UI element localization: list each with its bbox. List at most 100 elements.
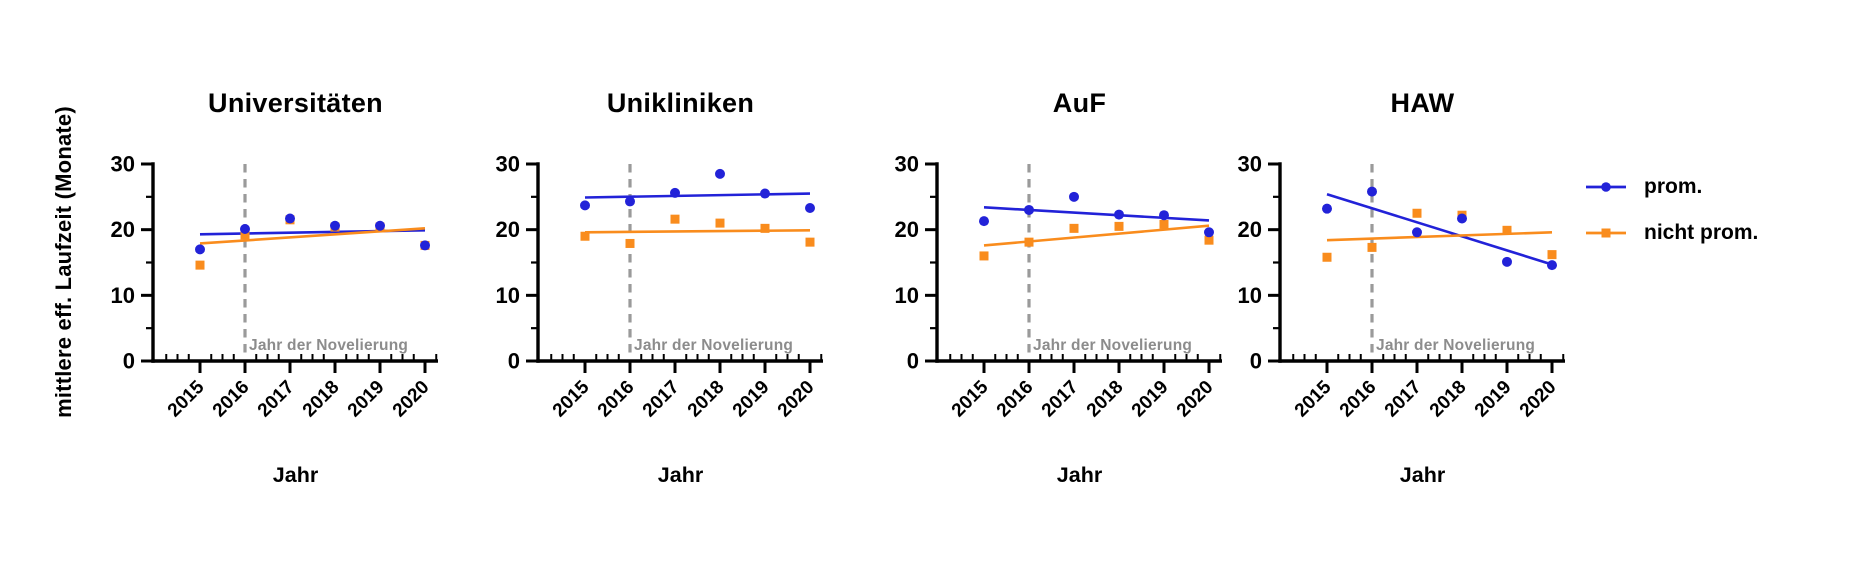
data-point-prom [625, 196, 635, 207]
data-point-prom [670, 187, 680, 198]
data-point-prom [1114, 209, 1124, 220]
x-axis-label: Jahr [272, 463, 319, 487]
data-point-prom [760, 188, 770, 199]
data-point-nicht-prom [1024, 237, 1034, 247]
y-axis-label: mittlere eff. Laufzeit (Monate) [51, 106, 76, 418]
y-tick-label: 10 [496, 283, 520, 308]
vline-annotation: Jahr der Novelierung [249, 337, 409, 354]
legend-item-nicht-prom: nicht prom. [1584, 221, 1758, 245]
data-point-nicht-prom [1412, 208, 1422, 218]
x-tick-label: 2015 [948, 376, 993, 421]
x-tick-label: 2018 [1426, 377, 1471, 422]
data-point-prom [1204, 227, 1214, 238]
x-tick-label: 2015 [549, 376, 594, 421]
data-point-prom [1547, 260, 1557, 271]
data-point-prom [330, 220, 340, 231]
y-tick-label: 20 [1238, 217, 1262, 242]
legend: prom. nicht prom. [1584, 175, 1758, 267]
x-tick-label: 2018 [684, 377, 729, 422]
data-point-nicht-prom [760, 223, 770, 233]
x-tick-label: 2016 [993, 377, 1038, 422]
legend-label-prom: prom. [1644, 175, 1703, 198]
data-point-prom [979, 216, 989, 227]
data-point-nicht-prom [1322, 252, 1332, 262]
data-point-prom [805, 202, 815, 213]
y-tick-label: 10 [895, 283, 919, 308]
legend-item-prom: prom. [1584, 175, 1758, 199]
y-tick-label: 20 [111, 217, 135, 242]
data-point-nicht-prom [625, 238, 635, 248]
x-tick-label: 2017 [639, 377, 684, 422]
x-tick-label: 2020 [389, 377, 434, 422]
x-tick-label: 2017 [1038, 377, 1083, 422]
vline-annotation: Jahr der Novelierung [1033, 337, 1193, 354]
y-tick-label: 30 [111, 152, 135, 177]
data-point-prom [1159, 210, 1169, 221]
data-point-nicht-prom [580, 231, 590, 241]
x-tick-label: 2020 [1516, 377, 1561, 422]
x-tick-label: 2019 [729, 377, 774, 422]
data-point-prom [1457, 213, 1467, 224]
data-point-prom [1024, 204, 1034, 215]
y-tick-label: 0 [508, 349, 520, 374]
data-point-prom [1367, 186, 1377, 197]
x-tick-label: 2018 [299, 377, 344, 422]
trend-line-nicht-prom [1326, 230, 1553, 242]
data-point-nicht-prom [715, 218, 725, 228]
y-tick-label: 10 [111, 283, 135, 308]
legend-marker [1601, 182, 1611, 192]
data-point-prom [1322, 203, 1332, 214]
y-tick-label: 0 [1250, 349, 1262, 374]
data-point-nicht-prom [1114, 221, 1124, 231]
data-point-nicht-prom [1069, 223, 1079, 233]
vline-annotation: Jahr der Novelierung [1376, 337, 1536, 354]
data-point-prom [1069, 191, 1079, 202]
x-tick-label: 2017 [1381, 377, 1426, 422]
data-point-nicht-prom [240, 230, 250, 240]
vline-annotation: Jahr der Novelierung [634, 337, 794, 354]
data-point-prom [195, 244, 205, 255]
data-point-nicht-prom [1159, 219, 1169, 229]
data-point-prom [1502, 256, 1512, 267]
data-point-prom [375, 220, 385, 231]
x-tick-label: 2018 [1083, 377, 1128, 422]
subplot-3: 0 10 20 30 2015 2016 2017 2018 2019 2020 [1238, 152, 1565, 422]
data-point-prom [715, 168, 725, 179]
subplot-title-universitaeten: Universitäten [208, 88, 383, 118]
nicht-prom-line-marker-icon [1586, 228, 1626, 238]
data-point-nicht-prom [979, 251, 989, 261]
trend-line-prom [1326, 192, 1553, 266]
y-tick-label: 0 [907, 349, 919, 374]
subplot-title-auf: AuF [1052, 88, 1107, 118]
x-tick-label: 2019 [1471, 377, 1516, 422]
x-axis-label: Jahr [1056, 463, 1103, 487]
trend-line-nicht-prom [983, 224, 1210, 247]
trend-line-nicht-prom [199, 227, 426, 245]
data-point-prom [285, 213, 295, 224]
subplot-1: 0 10 20 30 2015 2016 2017 2018 2019 2020 [496, 152, 823, 422]
y-tick-label: 0 [123, 349, 135, 374]
y-tick-label: 20 [496, 217, 520, 242]
data-point-prom [1412, 227, 1422, 238]
subplot-title-haw: HAW [1390, 88, 1455, 118]
y-tick-label: 20 [895, 217, 919, 242]
legend-label-nicht-prom: nicht prom. [1644, 221, 1759, 244]
x-axis-label: Jahr [657, 463, 704, 487]
data-point-nicht-prom [1367, 242, 1377, 252]
data-point-prom [580, 200, 590, 211]
x-tick-label: 2015 [164, 376, 209, 421]
x-tick-label: 2016 [209, 377, 254, 422]
data-point-nicht-prom [805, 237, 815, 247]
subplot-2: 0 10 20 30 2015 2016 2017 2018 2019 2020 [895, 152, 1222, 422]
legend-marker [1601, 228, 1611, 238]
trend-line-prom [584, 192, 811, 199]
x-tick-label: 2016 [594, 377, 639, 422]
data-point-nicht-prom [1547, 250, 1557, 260]
data-point-nicht-prom [1502, 225, 1512, 235]
x-tick-label: 2019 [344, 377, 389, 422]
x-tick-label: 2020 [1173, 377, 1218, 422]
x-tick-label: 2020 [774, 377, 819, 422]
x-tick-label: 2017 [254, 377, 299, 422]
trend-line-nicht-prom [584, 229, 811, 234]
